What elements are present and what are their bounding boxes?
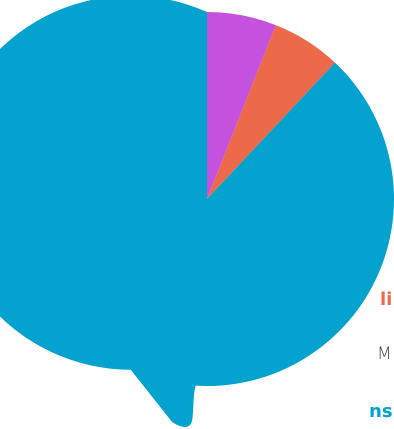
pie-slice-1 <box>207 12 276 199</box>
slice-label-blue-partial: ns <box>369 401 393 422</box>
slice-label-orange-partial: li <box>380 289 392 310</box>
slice-value-partial: M € <box>377 344 394 364</box>
pie-slice-2 <box>207 25 336 199</box>
pie-labels: li M € ns <box>369 289 394 422</box>
